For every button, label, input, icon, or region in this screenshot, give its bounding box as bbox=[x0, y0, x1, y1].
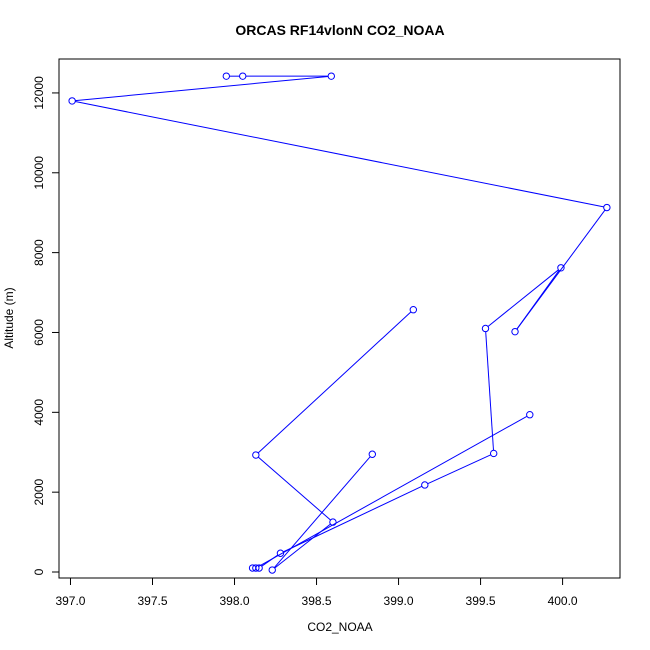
series-0-segment bbox=[516, 270, 560, 330]
y-axis: 0 2000 4000 6000 8000 10000 12000 bbox=[32, 76, 60, 575]
series-1-segment bbox=[257, 311, 412, 454]
y-axis-label: Altitude (m) bbox=[2, 287, 16, 348]
y-tick-label: 4000 bbox=[32, 399, 46, 426]
y-tick-label: 2000 bbox=[32, 478, 46, 505]
data-point bbox=[239, 72, 247, 80]
data-point bbox=[526, 411, 534, 419]
y-tick-label: 0 bbox=[32, 568, 46, 575]
series-0-segment bbox=[75, 75, 329, 102]
data-point bbox=[252, 451, 260, 459]
x-tick-label: 397.0 bbox=[55, 594, 85, 608]
x-tick-label: 397.5 bbox=[137, 594, 167, 608]
data-point bbox=[248, 564, 257, 572]
data-point bbox=[68, 97, 76, 105]
series-layer bbox=[68, 72, 611, 574]
x-tick-label: 400.0 bbox=[548, 594, 578, 608]
data-point bbox=[327, 72, 335, 80]
series-0-segment bbox=[487, 269, 559, 327]
series-0-segment bbox=[283, 485, 423, 553]
series-0-segment bbox=[427, 454, 491, 485]
data-point bbox=[222, 72, 231, 80]
data-point bbox=[481, 324, 490, 333]
x-tick-label: 399.5 bbox=[466, 594, 496, 608]
data-point bbox=[511, 327, 519, 336]
series-0-segment bbox=[485, 331, 494, 451]
y-tick-label: 8000 bbox=[32, 239, 46, 266]
data-point bbox=[557, 264, 565, 272]
data-point bbox=[252, 564, 260, 572]
y-tick-label: 6000 bbox=[32, 319, 46, 346]
series-1-segment bbox=[273, 456, 371, 568]
data-point bbox=[421, 481, 429, 489]
data-point bbox=[268, 566, 276, 574]
plot-frame bbox=[58, 58, 621, 579]
series-1-segment bbox=[274, 523, 331, 569]
data-point bbox=[329, 518, 337, 526]
data-point bbox=[368, 450, 377, 458]
data-point bbox=[276, 549, 285, 557]
data-point bbox=[409, 306, 418, 314]
series-1-segment bbox=[257, 456, 331, 521]
chart-title: ORCAS RF14vlonN CO2_NOAA bbox=[235, 22, 444, 38]
data-point bbox=[489, 449, 498, 458]
x-tick-label: 398.5 bbox=[302, 594, 332, 608]
series-0-segment bbox=[258, 415, 528, 567]
data-point bbox=[603, 203, 611, 212]
x-tick-label: 398.0 bbox=[220, 594, 250, 608]
y-tick-label: 12000 bbox=[32, 76, 46, 110]
x-axis-label: CO2_NOAA bbox=[307, 620, 372, 634]
x-tick-label: 399.0 bbox=[384, 594, 414, 608]
x-axis: 397.0 397.5 398.0 398.5 399.0 399.5 400.0 bbox=[55, 577, 578, 608]
y-tick-label: 10000 bbox=[32, 156, 46, 190]
series-0-segment bbox=[75, 101, 604, 208]
